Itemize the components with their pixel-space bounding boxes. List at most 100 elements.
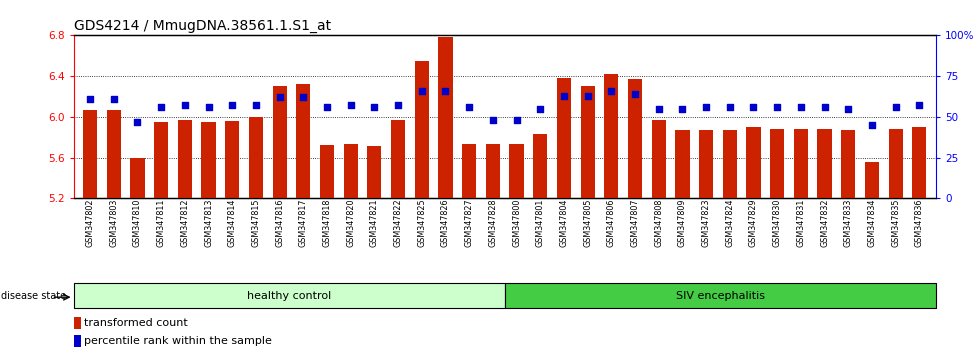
Point — [532, 106, 548, 112]
Point — [248, 103, 264, 108]
Point — [177, 103, 193, 108]
Bar — [391, 120, 405, 198]
Bar — [722, 130, 737, 198]
Point — [816, 104, 832, 110]
Bar — [510, 144, 523, 198]
Text: GSM347808: GSM347808 — [655, 198, 663, 247]
Bar — [652, 120, 665, 198]
Bar — [889, 129, 903, 198]
Point — [390, 103, 406, 108]
Text: disease state: disease state — [1, 291, 66, 301]
Point — [864, 122, 880, 128]
Text: GSM347836: GSM347836 — [914, 198, 924, 247]
Text: GSM347822: GSM347822 — [394, 198, 403, 247]
Text: GSM347827: GSM347827 — [465, 198, 473, 247]
Point — [769, 104, 785, 110]
Text: GSM347801: GSM347801 — [536, 198, 545, 247]
Text: GSM347831: GSM347831 — [797, 198, 806, 247]
Bar — [533, 134, 548, 198]
Bar — [817, 129, 832, 198]
Bar — [628, 79, 642, 198]
Bar — [225, 121, 239, 198]
Bar — [699, 130, 713, 198]
Point — [580, 93, 596, 98]
Point — [841, 106, 857, 112]
Point — [343, 103, 359, 108]
Text: GSM347814: GSM347814 — [227, 198, 237, 247]
Text: GSM347807: GSM347807 — [630, 198, 640, 247]
Point — [674, 106, 690, 112]
Text: GSM347800: GSM347800 — [512, 198, 521, 247]
Text: GSM347828: GSM347828 — [488, 198, 498, 247]
Point — [319, 104, 335, 110]
Text: SIV encephalitis: SIV encephalitis — [676, 291, 764, 301]
Point — [271, 95, 287, 100]
Point — [462, 104, 477, 110]
Point — [556, 93, 571, 98]
Bar — [74, 335, 80, 347]
Bar — [605, 74, 618, 198]
Text: GSM347823: GSM347823 — [702, 198, 710, 247]
Text: GSM347835: GSM347835 — [891, 198, 900, 247]
Point — [129, 119, 145, 125]
Bar — [505, 283, 936, 308]
Point — [367, 104, 382, 110]
Text: GSM347805: GSM347805 — [583, 198, 592, 247]
Text: GSM347829: GSM347829 — [749, 198, 758, 247]
Text: GSM347818: GSM347818 — [322, 198, 331, 247]
Text: GSM347803: GSM347803 — [110, 198, 119, 247]
Point — [485, 117, 501, 123]
Bar — [794, 129, 808, 198]
Text: healthy control: healthy control — [247, 291, 331, 301]
Text: GSM347825: GSM347825 — [417, 198, 426, 247]
Point — [698, 104, 713, 110]
Bar — [580, 86, 595, 198]
Text: transformed count: transformed count — [83, 318, 187, 328]
Text: GSM347813: GSM347813 — [204, 198, 213, 247]
Bar — [74, 283, 505, 308]
Bar — [841, 130, 856, 198]
Text: GSM347820: GSM347820 — [346, 198, 355, 247]
Point — [746, 104, 761, 110]
Bar — [415, 61, 429, 198]
Text: GSM347809: GSM347809 — [678, 198, 687, 247]
Point — [201, 104, 217, 110]
Point — [82, 96, 98, 102]
Bar — [438, 38, 453, 198]
Point — [224, 103, 240, 108]
Text: percentile rank within the sample: percentile rank within the sample — [83, 336, 271, 346]
Text: GSM347826: GSM347826 — [441, 198, 450, 247]
Point — [888, 104, 904, 110]
Text: GSM347816: GSM347816 — [275, 198, 284, 247]
Bar — [368, 146, 381, 198]
Bar — [462, 144, 476, 198]
Bar — [202, 122, 216, 198]
Bar — [272, 86, 287, 198]
Point — [438, 88, 454, 93]
Bar — [83, 110, 97, 198]
Point — [509, 117, 524, 123]
Point — [627, 91, 643, 97]
Bar — [675, 130, 690, 198]
Bar — [557, 78, 571, 198]
Text: GSM347815: GSM347815 — [252, 198, 261, 247]
Bar — [74, 317, 80, 329]
Bar — [770, 129, 784, 198]
Point — [153, 104, 169, 110]
Bar — [296, 84, 311, 198]
Bar — [486, 144, 500, 198]
Text: GSM347833: GSM347833 — [844, 198, 853, 247]
Bar — [130, 158, 145, 198]
Text: GSM347817: GSM347817 — [299, 198, 308, 247]
Text: GSM347810: GSM347810 — [133, 198, 142, 247]
Point — [414, 88, 429, 93]
Point — [651, 106, 666, 112]
Bar — [747, 127, 760, 198]
Bar — [154, 122, 169, 198]
Text: GDS4214 / MmugDNA.38561.1.S1_at: GDS4214 / MmugDNA.38561.1.S1_at — [74, 19, 330, 33]
Point — [793, 104, 808, 110]
Point — [911, 103, 927, 108]
Bar — [177, 120, 192, 198]
Point — [296, 95, 312, 100]
Text: GSM347811: GSM347811 — [157, 198, 166, 247]
